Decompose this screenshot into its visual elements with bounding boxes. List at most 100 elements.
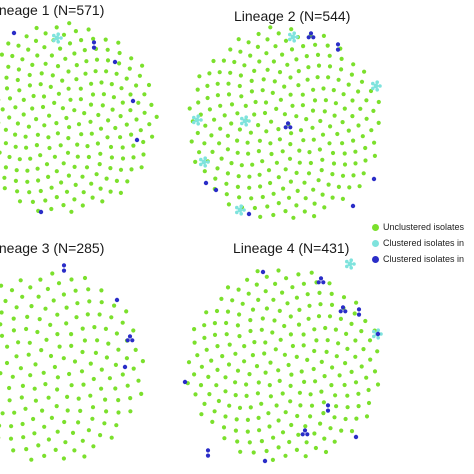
unclustered-node bbox=[42, 123, 47, 128]
within-lineage-node bbox=[52, 33, 56, 38]
unclustered-node bbox=[56, 281, 62, 286]
unclustered-node bbox=[11, 328, 16, 333]
unclustered-node bbox=[317, 147, 322, 152]
unclustered-node bbox=[250, 307, 256, 312]
unclustered-node bbox=[46, 135, 51, 140]
unclustered-node bbox=[31, 93, 36, 99]
unclustered-node bbox=[27, 340, 32, 345]
unclustered-node bbox=[329, 302, 335, 307]
unclustered-node bbox=[140, 63, 145, 68]
unclustered-node bbox=[350, 98, 355, 103]
unclustered-node bbox=[372, 140, 377, 145]
unclustered-node bbox=[82, 48, 87, 53]
between-lineage-cluster bbox=[125, 334, 135, 343]
lineage-4-network bbox=[182, 258, 383, 464]
unclustered-node bbox=[271, 297, 276, 302]
unclustered-node bbox=[256, 297, 261, 302]
unclustered-node bbox=[324, 349, 329, 354]
within-lineage-node bbox=[371, 81, 375, 86]
between-lineage-node bbox=[114, 297, 120, 303]
unclustered-node bbox=[78, 408, 83, 413]
unclustered-node bbox=[73, 29, 78, 34]
between-lineage-cluster bbox=[246, 211, 252, 217]
unclustered-node bbox=[120, 156, 126, 161]
unclustered-node bbox=[225, 171, 230, 176]
unclustered-node bbox=[328, 124, 333, 129]
unclustered-node bbox=[219, 156, 224, 161]
unclustered-node bbox=[96, 112, 101, 118]
unclustered-node bbox=[294, 57, 299, 62]
unclustered-node bbox=[248, 318, 253, 323]
unclustered-node bbox=[35, 166, 40, 171]
unclustered-node bbox=[214, 383, 219, 388]
unclustered-node bbox=[64, 189, 70, 194]
unclustered-node bbox=[32, 431, 37, 436]
unclustered-node bbox=[252, 205, 257, 211]
unclustered-node bbox=[249, 89, 254, 94]
between-lineage-cluster bbox=[130, 98, 136, 104]
unclustered-node bbox=[221, 58, 226, 63]
unclustered-node bbox=[55, 332, 60, 337]
unclustered-node bbox=[13, 105, 18, 110]
unclustered-node bbox=[58, 143, 63, 148]
unclustered-node bbox=[353, 161, 358, 166]
unclustered-node bbox=[255, 44, 260, 50]
within-lineage-node bbox=[235, 210, 239, 215]
unclustered-node bbox=[220, 354, 225, 359]
unclustered-node bbox=[340, 196, 345, 201]
between-lineage-node bbox=[375, 331, 381, 337]
unclustered-node bbox=[307, 303, 312, 308]
unclustered-node bbox=[250, 162, 255, 167]
unclustered-node bbox=[72, 51, 77, 56]
unclustered-node bbox=[6, 41, 11, 46]
unclustered-node bbox=[138, 128, 143, 133]
unclustered-node bbox=[47, 113, 52, 118]
within-lineage-node bbox=[237, 207, 243, 213]
unclustered-node bbox=[288, 332, 293, 337]
unclustered-node bbox=[91, 376, 96, 382]
unclustered-node bbox=[312, 348, 317, 354]
unclustered-node bbox=[58, 46, 63, 51]
unclustered-node bbox=[247, 372, 252, 377]
unclustered-node bbox=[364, 116, 369, 121]
unclustered-node bbox=[322, 205, 327, 210]
unclustered-node bbox=[256, 415, 261, 420]
unclustered-node bbox=[255, 269, 260, 274]
unclustered-node bbox=[33, 38, 39, 44]
unclustered-node bbox=[311, 366, 316, 372]
unclustered-node bbox=[78, 86, 83, 91]
unclustered-node bbox=[224, 320, 229, 326]
between-lineage-cluster bbox=[300, 428, 310, 437]
unclustered-node bbox=[20, 294, 25, 299]
unclustered-node bbox=[30, 62, 35, 67]
unclustered-node bbox=[67, 125, 72, 130]
unclustered-node bbox=[339, 428, 344, 433]
between-lineage-node bbox=[356, 307, 362, 312]
unclustered-node bbox=[29, 457, 34, 462]
unclustered-node bbox=[103, 397, 108, 402]
within-lineage-cluster bbox=[345, 258, 356, 270]
unclustered-node bbox=[303, 196, 308, 201]
within-lineage-node bbox=[240, 121, 244, 126]
unclustered-node bbox=[89, 131, 94, 136]
legend-item-unclustered: Unclustered isolates bbox=[372, 222, 464, 232]
unclustered-node bbox=[94, 57, 100, 62]
within-lineage-node bbox=[347, 261, 353, 267]
unclustered-node bbox=[0, 283, 4, 288]
unclustered-node bbox=[48, 322, 53, 327]
unclustered-node bbox=[288, 179, 293, 184]
unclustered-node bbox=[288, 383, 293, 388]
unclustered-node bbox=[54, 195, 59, 200]
unclustered-node bbox=[314, 338, 319, 343]
unclustered-node bbox=[363, 145, 368, 151]
unclustered-node bbox=[257, 172, 262, 177]
unclustered-node bbox=[113, 362, 118, 367]
unclustered-node bbox=[310, 108, 316, 113]
unclustered-node bbox=[30, 199, 35, 204]
unclustered-node bbox=[187, 106, 192, 111]
unclustered-node bbox=[259, 439, 264, 444]
between-lineage-node bbox=[353, 434, 359, 440]
unclustered-node bbox=[97, 162, 102, 167]
unclustered-node bbox=[29, 304, 34, 309]
unclustered-node bbox=[259, 327, 264, 332]
